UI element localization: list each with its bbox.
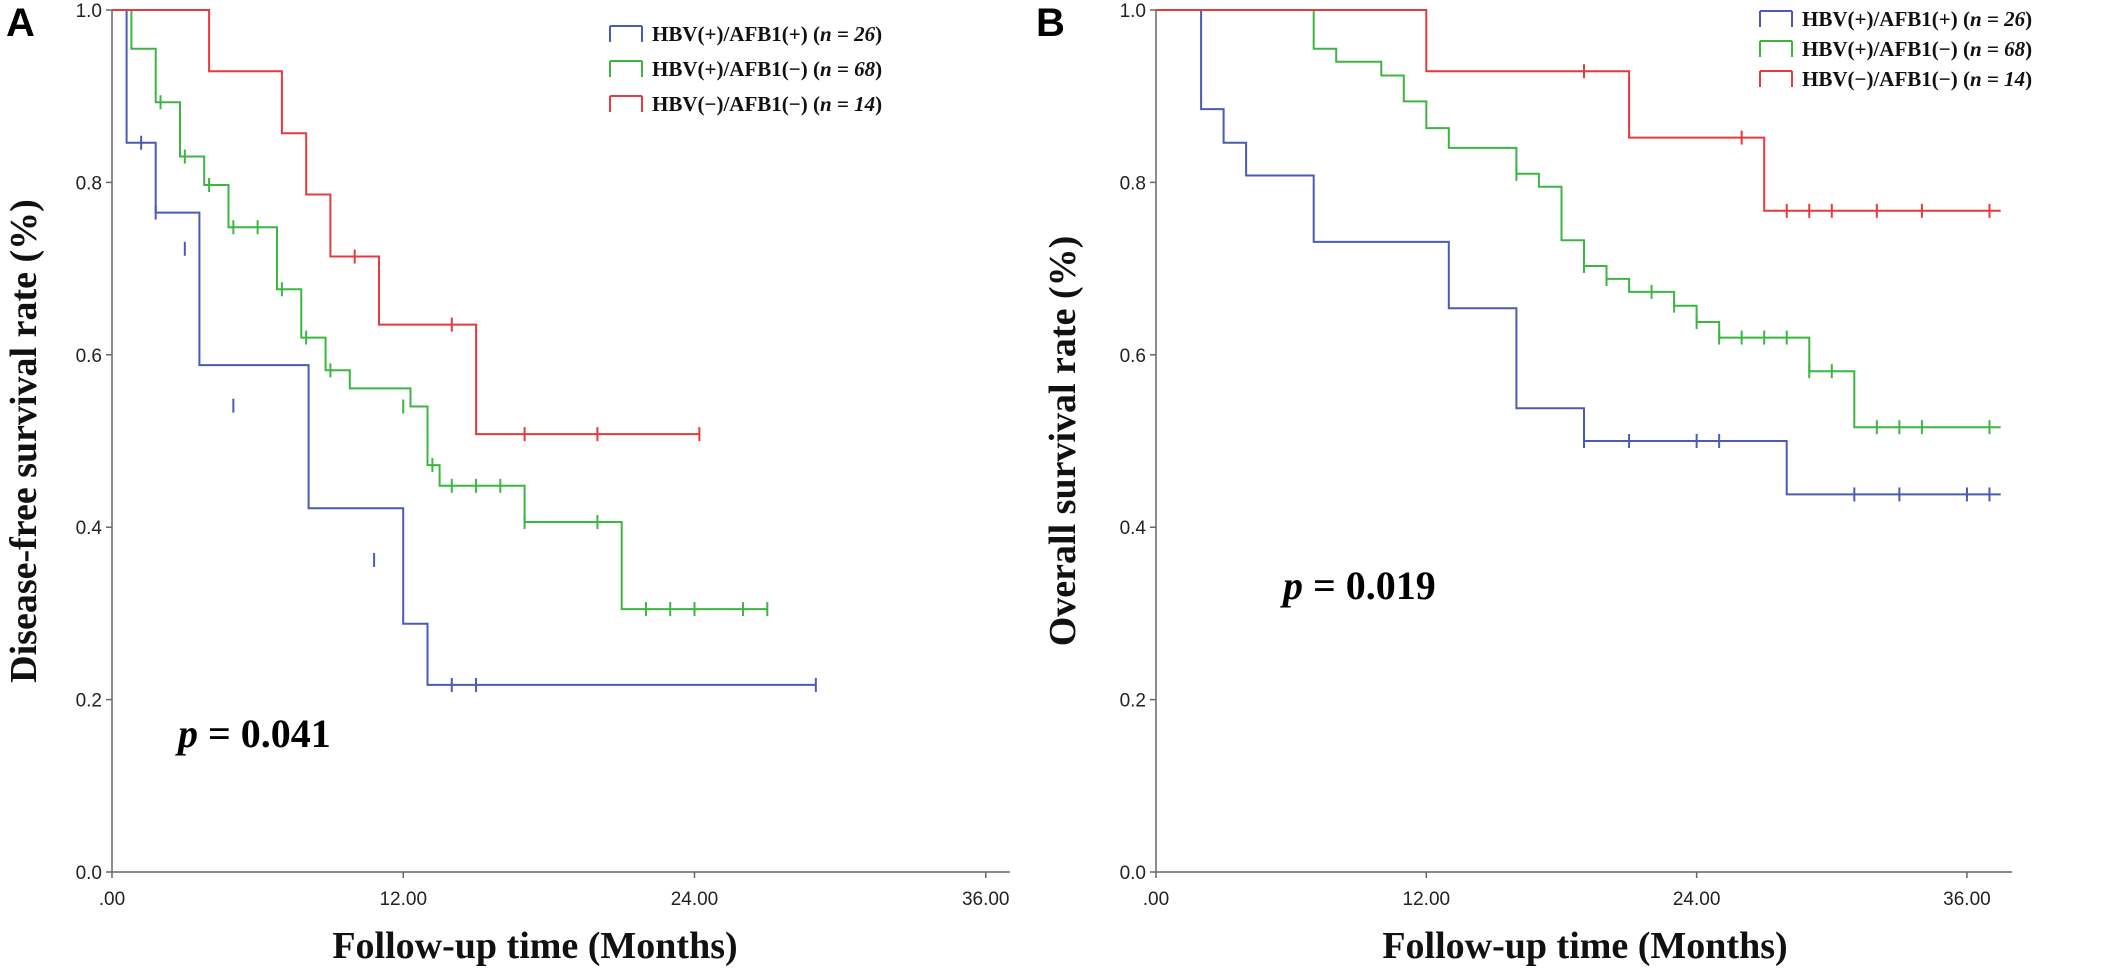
survival-curve xyxy=(112,9,768,611)
legend-n: n = 26 xyxy=(1970,7,2026,31)
legend-n: n = 26 xyxy=(820,22,876,46)
y-tick-label: 0.6 xyxy=(76,346,102,367)
legend-open-paren: ( xyxy=(1958,7,1970,31)
y-tick-label: 0.0 xyxy=(76,863,102,884)
legend-open-paren: ( xyxy=(808,57,820,81)
legend-swatch xyxy=(1759,40,1793,57)
x-tick-label: 24.00 xyxy=(671,889,719,910)
legend-series-name: HBV(+)/AFB1(−) xyxy=(1802,37,1958,61)
chart-panel-b: 0.0 0.2 0.4 0.6 0.8 1.0 .00 12.00 24.00 36.00 Foll… xyxy=(1036,1,2032,967)
p-value-annotation: p = 0.019 xyxy=(1280,563,1436,608)
legend-entry: HBV(−)/AFB1(−) (n = 14) xyxy=(1802,67,2032,91)
survival-curve xyxy=(112,9,816,686)
series-3 xyxy=(1156,9,2001,218)
legend: HBV(+)/AFB1(+) (n = 26)HBV(+)/AFB1(−) (n… xyxy=(1759,7,2032,91)
survival-curve xyxy=(1156,9,2001,429)
legend-entry: HBV(+)/AFB1(+) (n = 26) xyxy=(1802,7,2032,31)
legend-close-paren: ) xyxy=(875,22,882,46)
survival-curve xyxy=(112,9,700,436)
legend-swatch xyxy=(1759,70,1793,87)
series-2 xyxy=(112,9,769,617)
y-axis-title: Overall survival rate (%) xyxy=(1042,236,1084,647)
p-value: = 0.041 xyxy=(198,711,331,756)
legend-entry: HBV(+)/AFB1(−) (n = 68) xyxy=(1802,37,2032,61)
legend-series-name: HBV(+)/AFB1(+) xyxy=(652,22,808,46)
legend-series-name: HBV(−)/AFB1(−) xyxy=(652,92,808,116)
x-tick-label: .00 xyxy=(1143,889,1169,910)
p-value: = 0.019 xyxy=(1303,563,1436,608)
x-axis-title: Follow-up time (Months) xyxy=(332,925,737,967)
legend-close-paren: ) xyxy=(2025,67,2032,91)
legend-series-name: HBV(+)/AFB1(+) xyxy=(1802,7,1958,31)
y-tick-label: 0.8 xyxy=(76,173,102,194)
legend-n: n = 68 xyxy=(820,57,876,81)
legend-series-name: HBV(−)/AFB1(−) xyxy=(1802,67,1958,91)
legend-n: n = 14 xyxy=(1970,67,2025,91)
legend-close-paren: ) xyxy=(875,92,882,116)
legend-close-paren: ) xyxy=(875,57,882,81)
legend-n: n = 14 xyxy=(820,92,875,116)
p-value-annotation: p = 0.041 xyxy=(175,711,331,756)
x-axis-title: Follow-up time (Months) xyxy=(1382,925,1787,967)
y-tick-label: 0.2 xyxy=(76,691,102,712)
panel-label: B xyxy=(1036,1,1065,45)
y-tick-label: 0.2 xyxy=(1120,691,1146,712)
y-tick-label: 1.0 xyxy=(1120,1,1146,22)
x-tick-label: 36.00 xyxy=(1943,889,1991,910)
p-symbol: p xyxy=(175,711,198,756)
x-tick-label: .00 xyxy=(99,889,125,910)
legend-entry: HBV(+)/AFB1(+) (n = 26) xyxy=(652,22,882,46)
x-tick-label: 36.00 xyxy=(962,889,1010,910)
legend-swatch xyxy=(609,95,643,112)
x-tick-label: 24.00 xyxy=(1673,889,1721,910)
legend-series-name: HBV(+)/AFB1(−) xyxy=(652,57,808,81)
legend-swatch xyxy=(1759,10,1793,27)
y-axis-title: Disease-free survival rate (%) xyxy=(3,199,45,683)
legend-close-paren: ) xyxy=(2025,37,2032,61)
legend-entry: HBV(+)/AFB1(−) (n = 68) xyxy=(652,57,882,81)
y-tick-label: 0.4 xyxy=(76,518,103,539)
panel-label: A xyxy=(6,1,35,45)
series-3 xyxy=(112,9,701,442)
legend-close-paren: ) xyxy=(2025,7,2032,31)
legend: HBV(+)/AFB1(+) (n = 26)HBV(+)/AFB1(−) (n… xyxy=(609,22,882,116)
legend-swatch xyxy=(609,25,643,42)
y-tick-label: 0.6 xyxy=(1120,346,1146,367)
p-symbol: p xyxy=(1280,563,1303,608)
x-tick-label: 12.00 xyxy=(379,889,427,910)
legend-swatch xyxy=(609,60,643,77)
series-1 xyxy=(1156,9,2001,502)
series-1 xyxy=(112,9,817,692)
survival-curve xyxy=(1156,9,2001,212)
chart-panel-a: 0.0 0.2 0.4 0.6 0.8 1.0 .00 12.00 24.00 36.00 Foll… xyxy=(3,1,1010,967)
y-tick-label: 0.4 xyxy=(1120,518,1147,539)
series-2 xyxy=(1156,9,2001,435)
legend-open-paren: ( xyxy=(1958,67,1970,91)
y-tick-label: 1.0 xyxy=(76,1,102,22)
y-tick-label: 0.8 xyxy=(1120,173,1146,194)
legend-open-paren: ( xyxy=(808,22,820,46)
survival-curve xyxy=(1156,9,2001,496)
legend-entry: HBV(−)/AFB1(−) (n = 14) xyxy=(652,92,882,116)
legend-open-paren: ( xyxy=(1958,37,1970,61)
x-tick-label: 12.00 xyxy=(1403,889,1451,910)
y-tick-label: 0.0 xyxy=(1120,863,1146,884)
legend-n: n = 68 xyxy=(1970,37,2026,61)
legend-open-paren: ( xyxy=(808,92,820,116)
